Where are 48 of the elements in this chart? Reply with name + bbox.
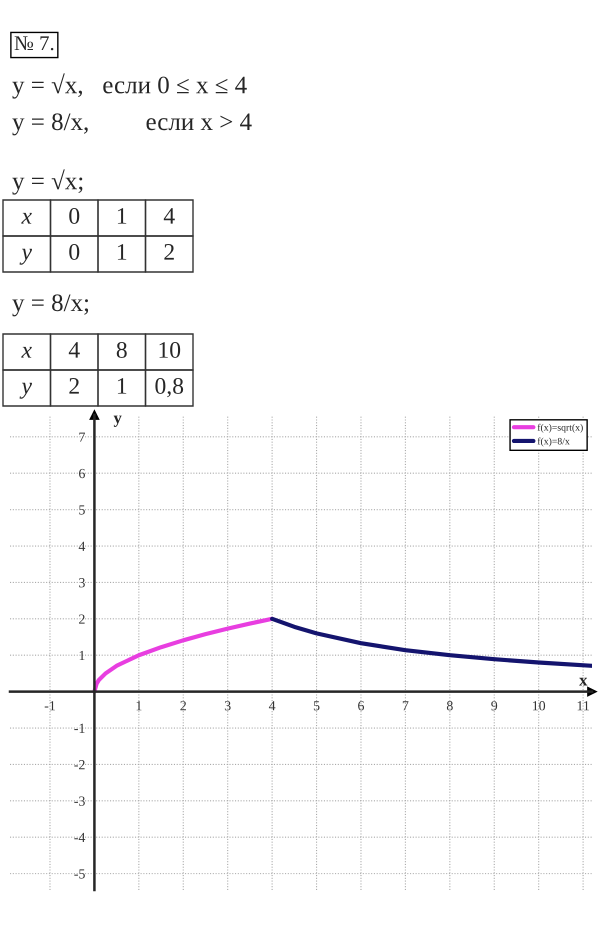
text: y = 8/x; [12,294,88,316]
y-tick-label: 6 [79,468,85,478]
x-tick-label: -1 [44,701,55,710]
text: 2 [164,244,174,260]
y-tick-label: 4 [78,542,86,551]
text: № 7. [14,36,54,50]
text: 4 [164,208,175,224]
x-tick-label: 7 [402,701,408,710]
legend-label: f(x)=sqrt(x) [538,424,583,433]
x-tick-label: 2 [180,701,186,710]
line-series [270,616,592,668]
x-tick-label: 6 [358,701,364,710]
x-tick-label: 8 [446,701,453,710]
legend-label: f(x)=8/x [538,438,570,446]
x-tick-label: 1 [136,701,142,710]
x-tick-label: 9 [491,701,498,710]
text: 0 [69,208,80,224]
text: 0 [69,244,80,260]
text: 1 [118,244,126,260]
text: 10 [160,342,180,358]
y-tick-label: -4 [74,832,86,842]
text: x [21,346,32,358]
x-axis-title: x [579,678,588,686]
text: 1 [118,208,126,224]
x-tick-label: 5 [314,701,320,710]
text: y = 8/x, если x > 4 [12,113,252,136]
text: y = √x, если 0 ≤ x ≤ 4 [12,73,247,99]
y-tick-label: -2 [74,760,85,770]
y-tick-label: 2 [79,614,85,624]
y-tick-label: 5 [79,505,85,515]
x-tick-label: 11 [578,701,589,710]
y-tick-label: 1 [80,650,85,660]
y-tick-label: -3 [74,796,85,806]
y-tick-label: 7 [79,432,85,442]
y-tick-label: -1 [74,724,85,733]
text: y [20,382,32,399]
text: y = √x; [12,169,82,195]
text: y [20,248,32,265]
text: 0,8 [155,378,184,398]
text: 1 [118,378,126,394]
y-tick-label: 3 [79,578,85,588]
y-tick-label: -5 [74,869,85,879]
text: x [21,212,32,224]
text: 8 [116,342,127,358]
x-tick-label: 4 [268,701,276,710]
y-axis-title: y [114,416,122,427]
x-tick-label: 3 [224,701,231,710]
x-tick-label: 10 [532,701,546,710]
